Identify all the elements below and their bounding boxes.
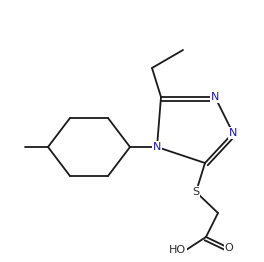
- Text: N: N: [229, 128, 237, 138]
- Text: O: O: [225, 243, 233, 253]
- Text: N: N: [153, 142, 161, 152]
- Text: S: S: [192, 187, 200, 197]
- Text: N: N: [211, 92, 219, 102]
- Text: HO: HO: [169, 245, 186, 255]
